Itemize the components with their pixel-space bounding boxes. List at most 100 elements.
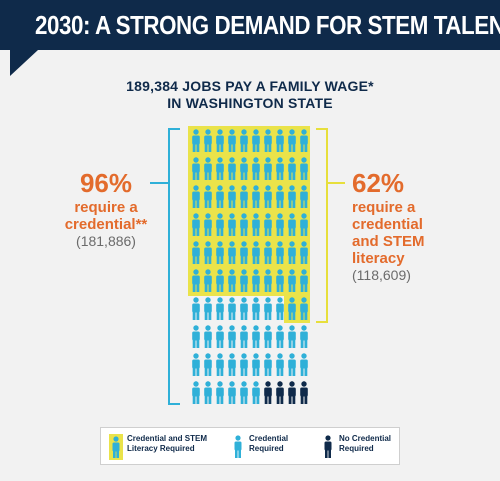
person-icon <box>300 157 308 180</box>
left-bracket <box>168 128 180 405</box>
right-stat-label-4: literacy <box>352 250 405 267</box>
person-icon <box>240 185 248 208</box>
legend-credential-line-2: Required <box>249 444 284 453</box>
right-stat: 62% require a credential and STEM litera… <box>352 168 462 283</box>
person-icon <box>204 157 212 180</box>
person-icon <box>288 185 296 208</box>
left-stat-count: (181,886) <box>76 233 136 249</box>
person-icon <box>276 325 284 348</box>
person-no-credential-icon <box>300 381 308 404</box>
person-no-credential-icon <box>276 381 284 404</box>
legend-no-credential: No Credential Required <box>339 434 391 454</box>
person-icon <box>264 213 272 236</box>
person-icon <box>264 325 272 348</box>
person-icon <box>204 325 212 348</box>
person-icon <box>276 157 284 180</box>
right-stat-count: (118,609) <box>352 267 411 283</box>
left-stat-label-2: credential** <box>64 216 148 233</box>
person-icon <box>240 297 248 320</box>
person-icon <box>264 129 272 152</box>
legend-credential-stem-line-2: Literacy Required <box>127 444 195 453</box>
person-icon <box>204 381 212 404</box>
person-icon <box>204 129 212 152</box>
legend-no-credential-line-1: No Credential <box>339 434 392 443</box>
person-icon <box>216 353 224 376</box>
person-icon <box>192 157 200 180</box>
person-icon <box>252 353 260 376</box>
right-stat-percent: 62% <box>352 168 405 198</box>
title-banner <box>0 0 500 50</box>
person-icon <box>204 269 212 292</box>
person-icon <box>192 325 200 348</box>
person-icon <box>288 213 296 236</box>
person-icon <box>216 269 224 292</box>
person-icon <box>240 213 248 236</box>
right-bracket-pointer <box>327 182 345 184</box>
left-stat-label-1: require a <box>74 199 138 216</box>
pictogram-grid <box>188 126 310 408</box>
person-icon <box>252 213 260 236</box>
page-title: 2030: A STRONG DEMAND FOR STEM TALENT <box>35 10 500 40</box>
left-stat-percent: 96% <box>79 168 133 198</box>
headline-line-2: IN WASHINGTON STATE <box>167 95 333 111</box>
person-icon <box>300 241 308 264</box>
person-icon <box>252 381 260 404</box>
right-stat-label-1: require a <box>352 199 416 216</box>
person-icon <box>252 241 260 264</box>
person-icon <box>288 353 296 376</box>
person-icon <box>288 269 296 292</box>
person-icon <box>204 353 212 376</box>
left-stat: 96% require a credential** (181,886) <box>60 168 152 249</box>
person-icon <box>264 185 272 208</box>
person-icon <box>192 269 200 292</box>
person-icon <box>300 325 308 348</box>
legend-credential: Credential Required <box>249 434 288 454</box>
person-no-credential-icon <box>264 381 272 404</box>
person-icon <box>300 297 308 320</box>
person-icon <box>288 129 296 152</box>
pictogram-icons <box>192 129 308 404</box>
person-icon <box>240 157 248 180</box>
person-icon <box>216 129 224 152</box>
person-icon <box>204 213 212 236</box>
person-icon <box>216 241 224 264</box>
person-icon <box>240 269 248 292</box>
person-icon <box>276 241 284 264</box>
stem-highlight-full-rows <box>188 126 310 296</box>
person-icon <box>216 325 224 348</box>
banner-pointer <box>10 50 38 76</box>
legend-credential-stem-line-1: Credential and STEM <box>127 434 208 443</box>
right-bracket <box>316 128 328 323</box>
person-icon <box>240 353 248 376</box>
legend-credential-icon <box>234 435 242 458</box>
legend: Credential and STEM Literacy Required Cr… <box>100 427 400 465</box>
person-icon <box>276 353 284 376</box>
person-icon <box>264 353 272 376</box>
person-icon <box>252 185 260 208</box>
person-icon <box>192 241 200 264</box>
left-bracket-pointer <box>150 182 169 184</box>
person-icon <box>228 297 236 320</box>
person-icon <box>276 185 284 208</box>
headline-line-1: 189,384 JOBS PAY A FAMILY WAGE* <box>126 78 374 94</box>
person-icon <box>288 157 296 180</box>
person-icon <box>228 129 236 152</box>
legend-no-credential-line-2: Required <box>339 444 374 453</box>
person-icon <box>264 297 272 320</box>
person-icon <box>192 185 200 208</box>
person-no-credential-icon <box>288 381 296 404</box>
person-icon <box>216 297 224 320</box>
person-icon <box>264 241 272 264</box>
person-icon <box>228 269 236 292</box>
person-icon <box>228 381 236 404</box>
person-icon <box>252 297 260 320</box>
person-icon <box>300 185 308 208</box>
person-icon <box>264 157 272 180</box>
person-icon <box>204 241 212 264</box>
person-icon <box>252 269 260 292</box>
person-icon <box>204 297 212 320</box>
person-icon <box>252 325 260 348</box>
person-icon <box>192 381 200 404</box>
person-icon <box>228 185 236 208</box>
person-icon <box>252 129 260 152</box>
